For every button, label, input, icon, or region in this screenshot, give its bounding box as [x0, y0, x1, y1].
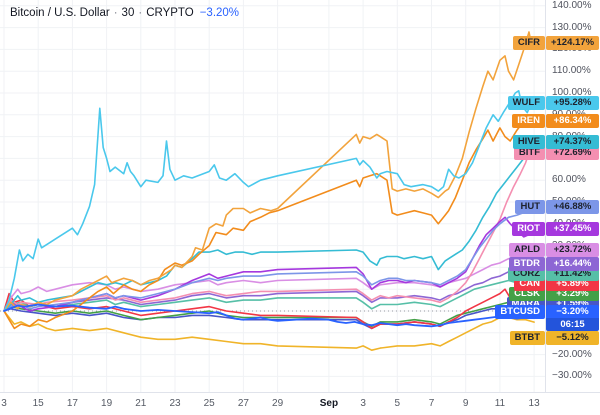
price-label-btcusd[interactable]: −3.20% 06:15 — [546, 305, 599, 331]
time-axis-label: 19 — [101, 398, 113, 409]
price-axis-label: 110.00% — [552, 65, 591, 77]
time-axis-label: 13 — [528, 398, 540, 409]
time-axis-label: 5 — [394, 398, 401, 409]
series-line-btdr[interactable] — [3, 270, 535, 312]
time-axis-label: 17 — [66, 398, 78, 409]
bar-countdown: 06:15 — [546, 318, 599, 331]
price-label-riot[interactable]: +37.45% — [546, 222, 599, 236]
time-axis-label: 15 — [32, 398, 44, 409]
series-line-bitf[interactable] — [3, 146, 535, 312]
price-axis-label: 100.00% — [552, 87, 592, 98]
series-line-wulf[interactable] — [3, 90, 535, 312]
price-label-apld[interactable]: +23.72% — [546, 243, 599, 257]
ticker-label-btbt[interactable]: BTBT — [509, 331, 545, 345]
time-axis-label: 23 — [169, 398, 181, 409]
series-line-btbt[interactable] — [3, 310, 535, 352]
title-separator-1: · — [113, 7, 118, 19]
symbol-change-value: −3.20% — [199, 7, 240, 19]
price-label-btbt[interactable]: −5.12% — [546, 331, 599, 345]
series-line-mara[interactable] — [3, 305, 535, 330]
ticker-label-iren[interactable]: IREN — [512, 114, 545, 128]
series-line-can[interactable] — [3, 288, 535, 330]
time-axis-label: 27 — [237, 398, 249, 409]
series-line-hut[interactable] — [3, 208, 535, 312]
price-axis-label: −20.00% — [552, 348, 592, 360]
price-axis-label: 130.00% — [552, 21, 592, 33]
time-axis-label: 9 — [462, 398, 469, 409]
time-axis-label: 25 — [203, 398, 215, 409]
price-axis-label: 140.00% — [552, 0, 592, 11]
price-label-hive[interactable]: +74.37% — [546, 135, 599, 149]
price-label-iren[interactable]: +86.34% — [546, 114, 599, 128]
chart-plot-area[interactable] — [0, 0, 545, 392]
price-axis-label: −30.00% — [552, 370, 592, 382]
series-line-hive[interactable] — [3, 148, 535, 312]
ticker-label-riot[interactable]: RIOT — [512, 222, 545, 236]
time-axis-label: 11 — [494, 398, 506, 409]
price-label-wulf[interactable]: +95.28% — [546, 96, 599, 110]
series-line-riot[interactable] — [3, 216, 535, 312]
price-label-change: −3.20% — [556, 306, 589, 317]
price-label-hut[interactable]: +46.88% — [546, 200, 599, 214]
time-axis-label: 21 — [135, 398, 147, 409]
price-label-cifr[interactable]: +124.17% — [546, 36, 599, 50]
ticker-label-btdr[interactable]: BTDR — [508, 257, 545, 271]
price-label-btdr[interactable]: +16.44% — [546, 257, 599, 271]
title-separator-2: · — [138, 7, 143, 19]
ticker-label-wulf[interactable]: WULF — [507, 96, 545, 110]
ticker-label-hut[interactable]: HUT — [515, 200, 545, 214]
ticker-label-cifr[interactable]: CIFR — [512, 36, 545, 50]
ticker-label-bitf[interactable]: BITF — [513, 146, 545, 160]
time-axis-label-month: Sep — [319, 398, 339, 409]
ticker-label-btcusd[interactable]: BTCUSD — [495, 305, 545, 319]
time-axis-label: 3 — [360, 398, 366, 409]
ticker-label-apld[interactable]: APLD — [509, 243, 545, 257]
chart-legend-title[interactable]: Bitcoin / U.S. Dollar · 30 · CRYPTO −3.20% — [10, 7, 239, 19]
price-axis-divider — [545, 0, 546, 392]
series-line-apld[interactable] — [3, 255, 535, 312]
time-axis-label: 3 — [1, 398, 7, 409]
time-axis-label: 7 — [428, 398, 435, 409]
price-label-bitf[interactable]: +72.69% — [546, 146, 599, 160]
exchange-name: CRYPTO — [146, 7, 194, 19]
series-line-btcusd[interactable] — [3, 303, 535, 328]
series-line-cifr[interactable] — [3, 31, 535, 312]
time-axis-divider — [0, 392, 600, 393]
price-axis-label: 60.00% — [552, 174, 586, 186]
symbol-name[interactable]: Bitcoin / U.S. Dollar — [10, 7, 110, 19]
series-line-corz[interactable] — [3, 279, 535, 312]
ticker-label-hive[interactable]: HIVE — [512, 135, 545, 149]
time-axis-label: 29 — [272, 398, 284, 409]
interval-value[interactable]: 30 — [121, 7, 135, 19]
